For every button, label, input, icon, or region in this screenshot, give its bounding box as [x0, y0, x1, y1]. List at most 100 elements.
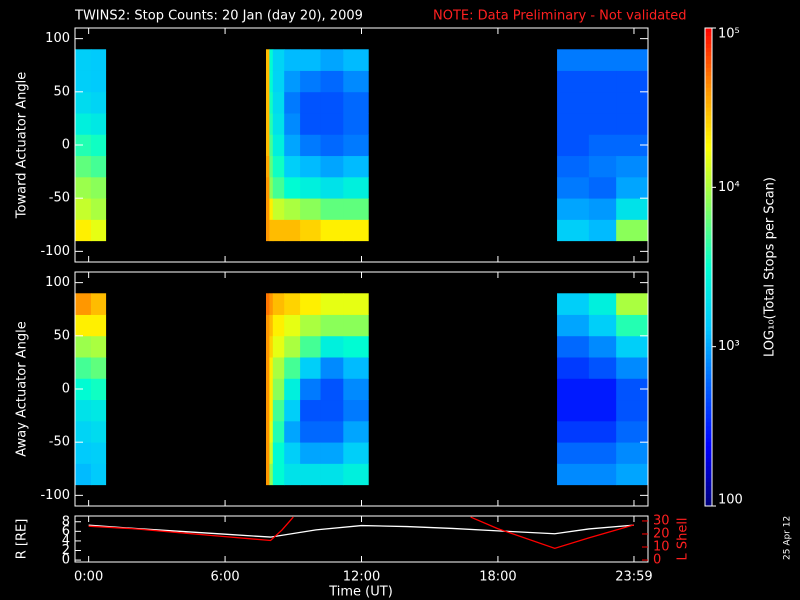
colorbar-step: [705, 434, 712, 439]
colorbar-step: [705, 71, 712, 77]
spectrogram-cell: [90, 91, 107, 114]
spectrogram-cell: [616, 113, 649, 135]
spectrogram-cell: [616, 134, 649, 157]
colorbar-step: [705, 131, 712, 137]
spectrogram-cell: [320, 293, 344, 315]
spectrogram-cell: [320, 70, 344, 93]
colorbar-step: [705, 410, 712, 415]
colorbar-step: [705, 442, 712, 447]
spectrogram-cell: [588, 399, 617, 422]
spectrogram-cell: [284, 155, 301, 178]
colorbar-step: [705, 490, 712, 495]
colorbar-step: [705, 251, 712, 256]
spectrogram-cell: [343, 399, 369, 422]
spectrogram-cell: [75, 442, 92, 464]
spectrogram-cell: [616, 49, 649, 71]
colorbar-step: [705, 31, 712, 37]
spectrogram-cell: [266, 335, 270, 358]
colorbar-step: [705, 215, 712, 220]
colorbar-step: [705, 255, 712, 260]
spectrogram-cell: [588, 442, 617, 464]
spectrogram-cell: [266, 420, 270, 443]
spectrogram-cell: [272, 442, 285, 464]
spectrogram-cell: [588, 378, 617, 401]
spectrogram-cell: [343, 219, 369, 242]
spectrogram-cell: [588, 335, 617, 358]
colorbar-step: [705, 163, 712, 168]
spectrogram-cell: [90, 420, 107, 443]
colorbar-step: [705, 139, 712, 145]
spectrogram-cell: [320, 357, 344, 379]
spectrogram-cell: [320, 335, 344, 358]
colorbar-step: [705, 422, 712, 427]
spectrogram-cell: [284, 442, 301, 464]
colorbar-step: [705, 282, 712, 288]
colorbar-step: [705, 187, 712, 192]
colorbar-step: [705, 79, 712, 85]
spectrogram-cell: [616, 335, 649, 358]
colorbar-step: [705, 366, 712, 372]
y2-tick-label: 30: [653, 513, 670, 528]
y-tick-label: 4: [62, 533, 70, 548]
x-tick-label: 23:59: [615, 570, 652, 585]
spectrogram-cell: [588, 91, 617, 114]
spectrogram-cell: [557, 198, 590, 220]
spectrogram-cell: [320, 49, 344, 71]
spectrogram-cell: [300, 357, 321, 379]
colorbar-step: [705, 43, 712, 49]
spectrogram-cell: [90, 442, 107, 464]
spectrogram-cell: [269, 49, 274, 71]
spectrogram-cell: [343, 91, 369, 114]
spectrogram-cell: [588, 357, 617, 379]
spectrogram-cell: [557, 357, 590, 379]
spectrogram-cell: [272, 399, 285, 422]
y2-tick-label: 0: [653, 553, 661, 568]
spectrogram-cell: [300, 442, 321, 464]
colorbar-step: [705, 346, 712, 352]
spectrogram-cell: [588, 49, 617, 71]
spectrogram-cell: [320, 113, 344, 135]
spectrogram-cell: [616, 420, 649, 443]
spectrogram-cell: [588, 155, 617, 178]
colorbar-step: [705, 111, 712, 117]
spectrogram-cell: [557, 113, 590, 135]
spectrogram-cell: [272, 134, 285, 157]
spectrogram-cell: [300, 134, 321, 157]
colorbar-step: [705, 219, 712, 224]
spectrogram-cell: [284, 293, 301, 315]
spectrogram-cell: [300, 91, 321, 114]
spectrogram-cell: [269, 314, 274, 337]
colorbar-step: [705, 326, 712, 332]
y-tick-label: -50: [49, 191, 70, 206]
spectrogram-cell: [557, 442, 590, 464]
spectrogram-cell: [320, 420, 344, 443]
spectrogram-cell: [320, 134, 344, 157]
colorbar-step: [705, 446, 712, 451]
colorbar-tick-label: 10⁴: [718, 180, 740, 195]
spectrogram-cell: [75, 91, 92, 114]
colorbar-step: [705, 183, 712, 188]
colorbar-step: [705, 450, 712, 455]
spectrogram-cell: [272, 113, 285, 135]
colorbar-step: [705, 223, 712, 228]
colorbar-step: [705, 386, 712, 391]
spectrogram-cell: [557, 420, 590, 443]
spectrogram-cell: [75, 70, 92, 93]
spectrogram-cell: [75, 335, 92, 358]
spectrogram-cell: [272, 91, 285, 114]
spectrogram-cell: [269, 420, 274, 443]
colorbar-step: [705, 418, 712, 423]
orbit-line: [88, 516, 635, 550]
colorbar-step: [705, 67, 712, 73]
colorbar-step: [705, 370, 712, 376]
spectrogram-cell: [90, 314, 107, 337]
spectrogram-cell: [616, 399, 649, 422]
colorbar-step: [705, 338, 712, 344]
spectrogram-cell: [90, 399, 107, 422]
colorbar-step: [705, 318, 712, 324]
spectrogram-cell: [300, 335, 321, 358]
colorbar-step: [705, 231, 712, 236]
colorbar-step: [705, 235, 712, 240]
colorbar-step: [705, 414, 712, 419]
